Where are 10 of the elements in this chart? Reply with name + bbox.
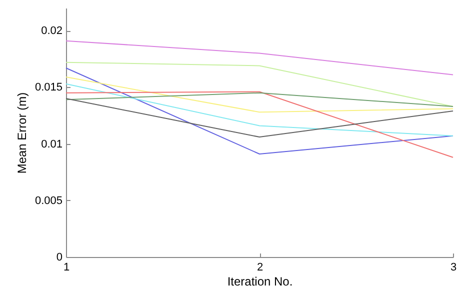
- x-tick-label: 1: [63, 262, 70, 274]
- x-axis-title: Iteration No.: [227, 274, 293, 288]
- x-tick-label: 3: [450, 262, 457, 274]
- y-tick-label: 0.005: [34, 194, 62, 207]
- y-tick-label: 0: [56, 252, 62, 264]
- y-tick-label: 0.01: [41, 138, 62, 150]
- x-tick-label: 2: [256, 262, 264, 274]
- y-tick-label: 0.015: [34, 82, 62, 94]
- y-axis-title: Mean Error (m): [14, 92, 29, 174]
- y-tick-label: 0.02: [41, 25, 62, 38]
